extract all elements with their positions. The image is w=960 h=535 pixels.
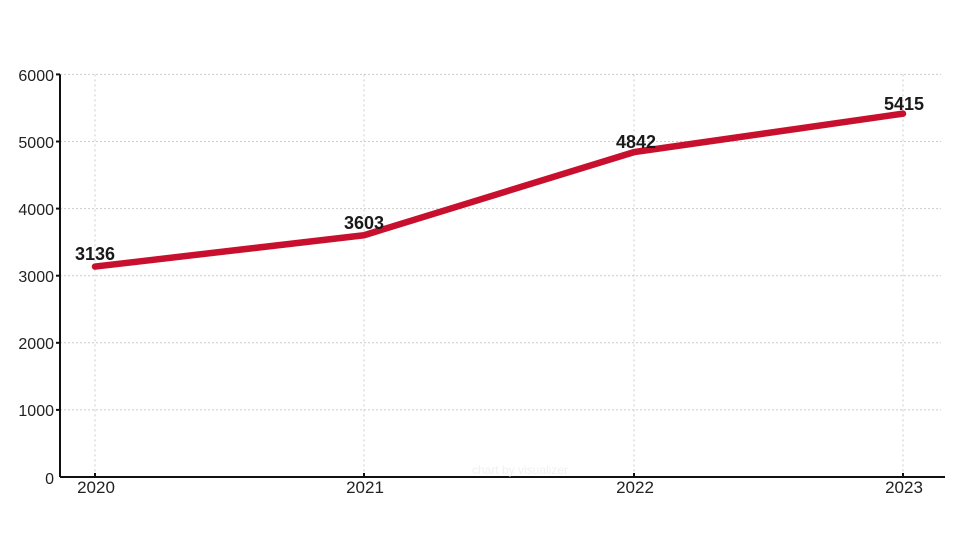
svg-text:chart by visualizer: chart by visualizer	[472, 463, 568, 477]
